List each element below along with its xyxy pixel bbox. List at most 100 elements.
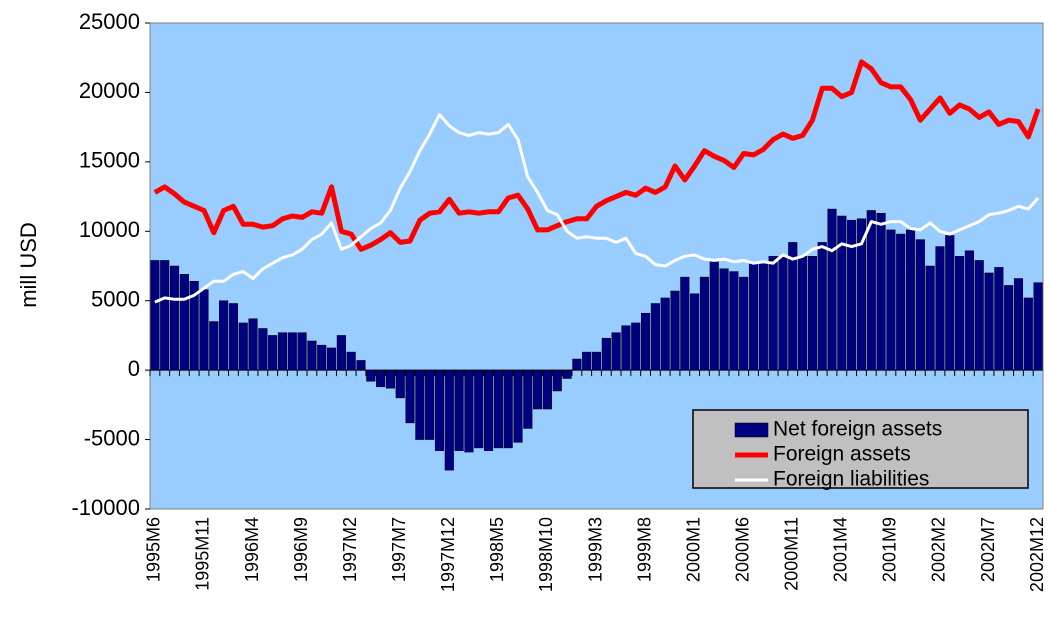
- bar: [464, 369, 474, 453]
- bar: [905, 229, 916, 371]
- bar: [690, 293, 700, 371]
- bar: [169, 265, 180, 371]
- bar: [385, 369, 395, 389]
- x-tick-label: 1999M8: [634, 517, 654, 582]
- bar: [258, 328, 268, 371]
- x-tick-label: 2000M1: [683, 517, 703, 582]
- bar: [807, 256, 817, 371]
- bar: [719, 268, 729, 371]
- bar: [798, 256, 808, 371]
- bar: [160, 260, 170, 371]
- bar: [552, 369, 562, 392]
- bar: [277, 332, 288, 371]
- x-tick-label: 2000M6: [732, 517, 752, 582]
- x-tick-label: 2001M9: [880, 517, 900, 582]
- bar: [631, 322, 641, 371]
- y-tick-label: -5000: [84, 425, 140, 450]
- bar: [915, 239, 925, 371]
- bar: [709, 261, 719, 371]
- bar: [699, 276, 710, 371]
- bar: [680, 276, 690, 371]
- bar: [356, 360, 366, 371]
- bar: [434, 369, 445, 451]
- legend-label: Foreign assets: [773, 443, 911, 466]
- legend-label: Foreign liabilities: [773, 468, 929, 491]
- bar: [533, 369, 543, 410]
- bar: [287, 332, 297, 371]
- line-series: [154, 113, 1040, 304]
- bar: [444, 369, 454, 471]
- bar: [405, 369, 415, 424]
- bar: [925, 265, 935, 371]
- bar: [268, 335, 278, 371]
- bar: [729, 271, 739, 371]
- x-tick-label: 1998M5: [487, 517, 507, 582]
- bar: [974, 260, 984, 371]
- bar: [994, 267, 1004, 371]
- y-tick-label: -10000: [71, 495, 140, 520]
- bar: [1013, 278, 1024, 371]
- bar: [886, 229, 896, 371]
- bar: [248, 318, 258, 371]
- bar: [415, 369, 425, 440]
- y-tick-label: 25000: [79, 9, 140, 34]
- x-tick-label: 1995M6: [144, 517, 164, 582]
- bar: [1004, 285, 1014, 371]
- bar: [1023, 297, 1033, 371]
- bar: [562, 369, 572, 379]
- bar: [748, 262, 759, 371]
- bar: [641, 312, 651, 371]
- x-tick-label: 2000M11: [782, 517, 802, 591]
- bar: [670, 290, 680, 371]
- bar: [503, 369, 513, 449]
- bar: [454, 369, 464, 451]
- x-tick-label: 1996M4: [242, 517, 262, 582]
- x-tick-label: 2002M12: [1027, 517, 1047, 592]
- bar: [542, 369, 552, 410]
- line-series: [153, 59, 1041, 252]
- bar: [984, 272, 994, 371]
- bar: [513, 369, 523, 443]
- bar: [876, 212, 886, 371]
- x-tick-label: 1997M2: [340, 517, 360, 582]
- y-tick-label: 5000: [91, 287, 140, 312]
- bar: [837, 215, 847, 371]
- bar: [778, 256, 788, 371]
- x-tick-label: 1996M9: [291, 517, 311, 582]
- bar: [179, 274, 189, 371]
- bar: [896, 233, 906, 371]
- bar: [209, 321, 219, 371]
- bar: [788, 242, 798, 371]
- bar: [336, 335, 346, 371]
- bar: [326, 347, 337, 371]
- bar: [219, 300, 229, 371]
- y-tick-label: 10000: [79, 217, 140, 242]
- x-tick-label: 1995M11: [193, 517, 213, 591]
- bar: [866, 210, 876, 371]
- x-tick-label: 1997M12: [438, 517, 458, 592]
- x-tick-label: 1997M7: [389, 517, 409, 582]
- bar: [317, 344, 327, 371]
- bar: [611, 332, 621, 371]
- bar: [955, 256, 965, 371]
- bar: [601, 337, 611, 371]
- bar: [935, 246, 945, 371]
- bar: [150, 260, 160, 371]
- bar: [739, 276, 749, 371]
- x-tick-label: 1999M3: [585, 517, 605, 582]
- bar: [483, 369, 494, 451]
- bar: [650, 303, 660, 371]
- bar: [660, 297, 670, 371]
- bar: [474, 369, 484, 449]
- bar: [297, 332, 307, 371]
- bar: [346, 351, 356, 371]
- y-tick-label: 15000: [79, 148, 140, 173]
- bar: [582, 351, 592, 371]
- bar: [366, 369, 376, 382]
- bar: [964, 250, 974, 371]
- bar: [768, 256, 778, 371]
- bar: [758, 262, 768, 371]
